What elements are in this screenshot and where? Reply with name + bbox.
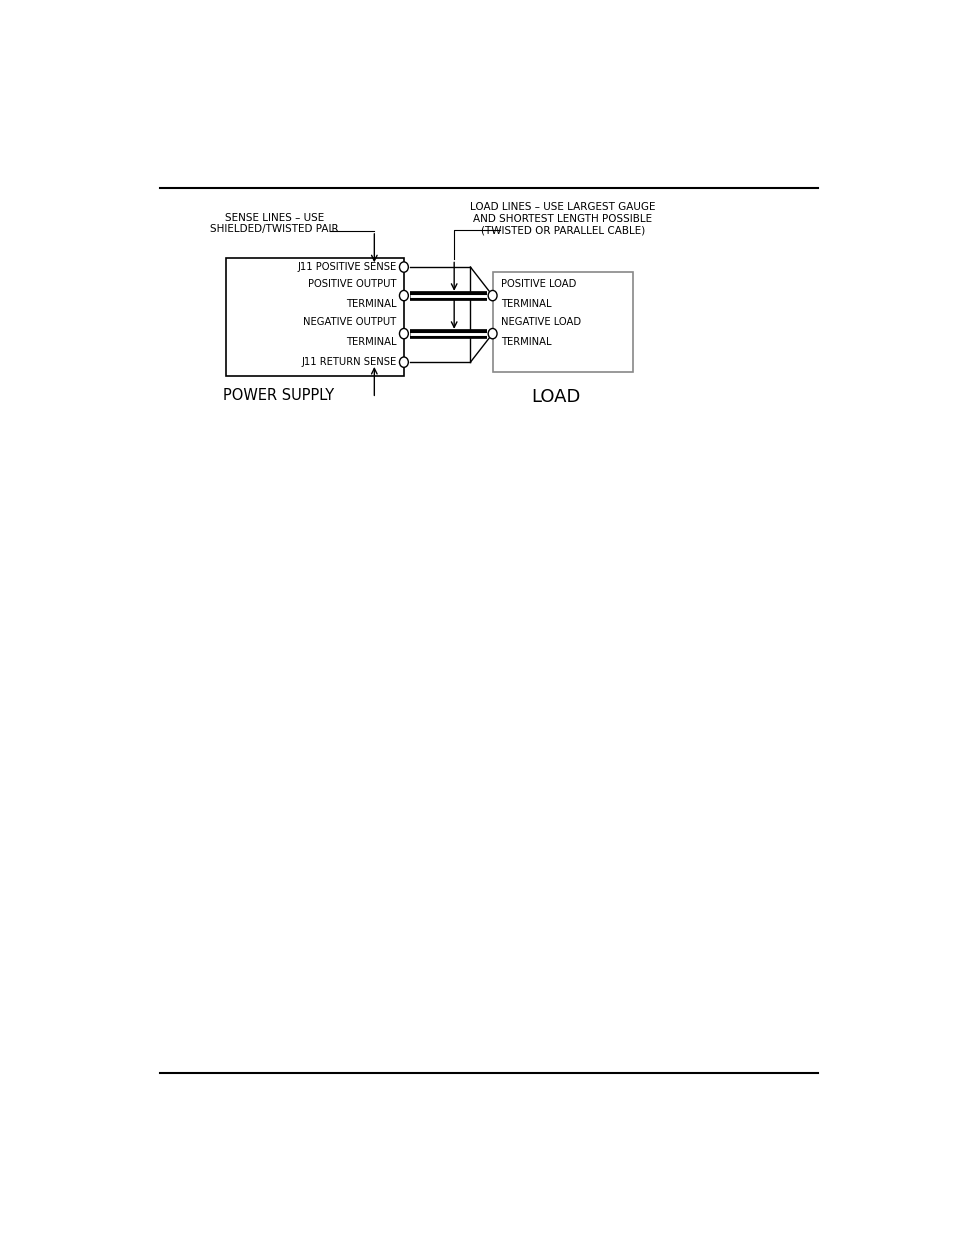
Text: TERMINAL: TERMINAL (346, 299, 396, 309)
Ellipse shape (488, 329, 497, 338)
Bar (492, 272, 633, 372)
Text: LOAD: LOAD (530, 388, 579, 406)
Ellipse shape (488, 290, 497, 301)
Bar (226, 258, 403, 377)
Text: TERMINAL: TERMINAL (501, 337, 552, 347)
Text: J11 RETURN SENSE: J11 RETURN SENSE (301, 357, 396, 367)
Text: POWER SUPPLY: POWER SUPPLY (222, 388, 334, 403)
Text: J11 POSITIVE SENSE: J11 POSITIVE SENSE (297, 262, 396, 272)
Text: POSITIVE LOAD: POSITIVE LOAD (501, 279, 577, 289)
Text: LOAD LINES – USE LARGEST GAUGE
AND SHORTEST LENGTH POSSIBLE
(TWISTED OR PARALLEL: LOAD LINES – USE LARGEST GAUGE AND SHORT… (470, 203, 655, 235)
Text: SENSE LINES – USE
SHIELDED/TWISTED PAIR: SENSE LINES – USE SHIELDED/TWISTED PAIR (210, 212, 338, 235)
Ellipse shape (399, 357, 408, 367)
Text: POSITIVE OUTPUT: POSITIVE OUTPUT (308, 279, 396, 289)
Text: NEGATIVE OUTPUT: NEGATIVE OUTPUT (303, 317, 396, 327)
Text: TERMINAL: TERMINAL (346, 337, 396, 347)
Ellipse shape (399, 262, 408, 272)
Text: NEGATIVE LOAD: NEGATIVE LOAD (501, 317, 581, 327)
Text: TERMINAL: TERMINAL (501, 299, 552, 309)
Ellipse shape (399, 290, 408, 301)
Ellipse shape (399, 329, 408, 338)
